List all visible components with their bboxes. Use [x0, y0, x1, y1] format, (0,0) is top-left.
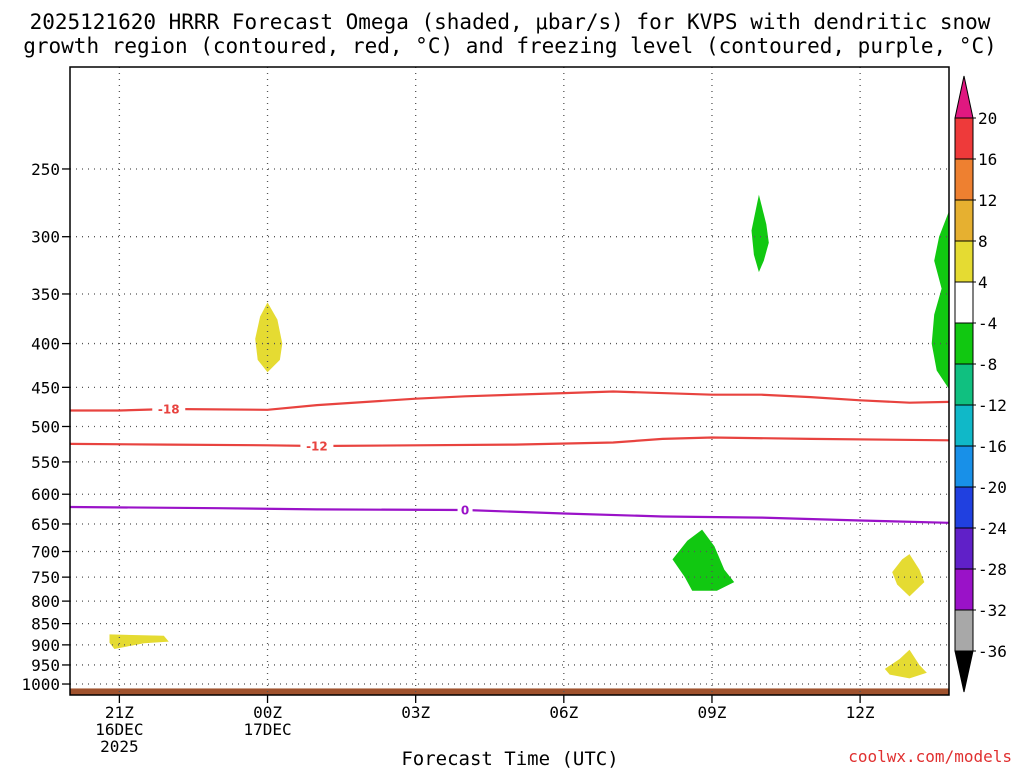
- colorbar-label-5: 4: [978, 273, 988, 292]
- colorbar-segment-10: [954, 486, 974, 529]
- colorbar-label-3: 12: [978, 191, 997, 210]
- colorbar-segment-1: [954, 117, 974, 160]
- omega-region-3: [751, 194, 769, 273]
- x-tick-label-12-0: 09Z: [698, 703, 727, 722]
- colorbar-segment-8: [954, 404, 974, 447]
- contour-label-1: -18: [158, 402, 180, 416]
- y-tick-label-850: 850: [31, 615, 60, 634]
- temperature-contours: -18 -12 0: [69, 390, 950, 524]
- colorbar-segment-3: [954, 199, 974, 242]
- plot-frame: [69, 66, 950, 696]
- colorbar-bottom-arrow: [954, 650, 974, 693]
- x-tick-label-3-1: 17DEC: [243, 720, 291, 739]
- colorbar-label-7: -8: [978, 355, 997, 374]
- y-tick-label-300: 300: [31, 228, 60, 247]
- omega-region-1: [255, 302, 283, 373]
- colorbar-segment-11: [954, 527, 974, 570]
- x-tick-label-9-0: 06Z: [549, 703, 578, 722]
- colorbar-segment-13: [954, 609, 974, 652]
- omega-colorbar: 20 16 12 8 4 -4 -8 -12 -16 -20 -24 -28 -32 -36: [954, 75, 1007, 693]
- y-tick-label-450: 450: [31, 378, 60, 397]
- y-tick-label-400: 400: [31, 335, 60, 354]
- omega-region-4: [931, 211, 949, 389]
- colorbar-label-6: -4: [978, 314, 997, 333]
- x-tick-label-0-2: 2025: [100, 737, 139, 756]
- colorbar-segment-9: [954, 445, 974, 488]
- colorbar-label-10: -20: [978, 478, 1007, 497]
- x-tick-label-0-1: 16DEC: [95, 720, 143, 739]
- credit-text: coolwx.com/models: [848, 747, 1012, 766]
- x-axis-label: Forecast Time (UTC): [401, 748, 618, 768]
- y-tick-label-800: 800: [31, 592, 60, 611]
- x-tick-label-6-0: 03Z: [401, 703, 430, 722]
- colorbar-segment-2: [954, 158, 974, 201]
- chart-title-line2: growth region (contoured, red, °C) and f…: [23, 34, 997, 58]
- y-tick-label-1000: 1000: [21, 675, 60, 694]
- colorbar-segment-12: [954, 568, 974, 611]
- colorbar-label-11: -24: [978, 519, 1007, 538]
- colorbar-label-9: -16: [978, 437, 1007, 456]
- contour-label-2: -12: [306, 440, 328, 454]
- y-tick-label-750: 750: [31, 568, 60, 587]
- y-tick-label-500: 500: [31, 417, 60, 436]
- colorbar-segment-5: [954, 281, 974, 324]
- omega-shading: [109, 194, 949, 679]
- x-tick-label-3-0: 00Z: [253, 703, 282, 722]
- colorbar-label-12: -28: [978, 560, 1007, 579]
- omega-region-6: [892, 554, 925, 597]
- omega-region-2: [109, 634, 169, 649]
- contour-line-2: [69, 436, 950, 448]
- y-tick-label-700: 700: [31, 543, 60, 562]
- terrain-layer: [70, 688, 949, 695]
- y-tick-label-900: 900: [31, 636, 60, 655]
- terrain-band: [70, 688, 949, 695]
- y-tick-label-950: 950: [31, 656, 60, 675]
- y-tick-label-650: 650: [31, 515, 60, 534]
- chart-title-line1: 2025121620 HRRR Forecast Omega (shaded, …: [30, 10, 991, 34]
- x-tick-label-0-0: 21Z: [105, 703, 134, 722]
- colorbar-top-arrow: [954, 75, 974, 119]
- omega-region-7: [884, 649, 927, 679]
- contour-line-1: [70, 390, 950, 412]
- omega-region-5: [672, 529, 735, 591]
- colorbar-label-4: 8: [978, 232, 988, 251]
- y-tick-label-350: 350: [31, 285, 60, 304]
- contour-label-3: 0: [461, 503, 469, 517]
- colorbar-segment-4: [954, 240, 974, 283]
- colorbar-label-13: -32: [978, 601, 1007, 620]
- y-tick-label-550: 550: [31, 453, 60, 472]
- contour-label-bg-1: [152, 400, 186, 417]
- contour-line-3: [69, 505, 950, 524]
- contour-label-bg-2: [300, 438, 334, 455]
- colorbar-segment-6: [954, 322, 974, 365]
- y-tick-label-250: 250: [31, 160, 60, 179]
- colorbar-label-8: -12: [978, 396, 1007, 415]
- grid-lines: [70, 67, 949, 695]
- x-tick-label-15-0: 12Z: [846, 703, 875, 722]
- colorbar-label-2: 16: [978, 150, 997, 169]
- colorbar-label-1: 20: [978, 109, 997, 128]
- y-tick-label-600: 600: [31, 485, 60, 504]
- colorbar-segment-7: [954, 363, 974, 406]
- contour-label-bg-3: [457, 501, 473, 518]
- colorbar-label-14: -36: [978, 642, 1007, 661]
- pressure-axis: 250 300 350 400 450 500 550 600 650 700 750 800 850 9…: [21, 160, 70, 694]
